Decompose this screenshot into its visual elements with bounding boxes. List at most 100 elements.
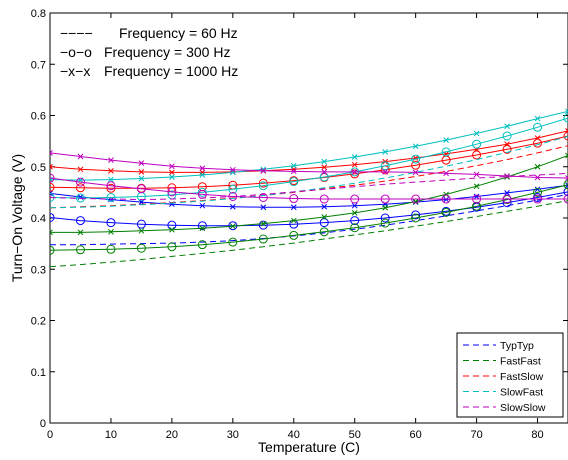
- data-point-x: [138, 160, 145, 167]
- data-point-circle: [50, 173, 55, 183]
- data-point-x: [351, 169, 358, 175]
- data-point-circle: [136, 184, 146, 194]
- series-line-fastslow-60hz: [50, 145, 568, 209]
- y-tick-label: 0.7: [31, 59, 46, 71]
- x-tick-label: 30: [227, 429, 239, 441]
- data-point-circle: [441, 207, 451, 217]
- x-tick-label: 80: [531, 429, 543, 441]
- data-point-circle: [533, 187, 543, 197]
- data-point-x: [504, 123, 510, 130]
- data-point-circle: [472, 150, 482, 160]
- data-point-circle: [106, 244, 116, 254]
- data-point-x: [169, 226, 175, 233]
- data-point-circle: [441, 147, 451, 157]
- data-point-circle: [228, 191, 238, 201]
- data-point-circle: [319, 227, 329, 237]
- data-point-x: [138, 169, 145, 175]
- data-point-x: [199, 172, 206, 178]
- data-point-x: [50, 163, 53, 170]
- x-tick-label: 10: [105, 429, 117, 441]
- data-point-x: [321, 203, 328, 210]
- data-point-circle: [167, 187, 177, 197]
- data-point-x: [382, 169, 389, 175]
- frequency-annotations: −−−− Frequency = 60 Hz −o−o Frequency = …: [60, 25, 238, 79]
- data-point-x: [321, 169, 328, 175]
- data-point-circle: [319, 194, 329, 204]
- data-point-circle: [563, 194, 568, 204]
- x-axis-label: Temperature (C): [258, 439, 360, 455]
- data-point-circle: [258, 193, 268, 202]
- data-point-circle: [380, 194, 390, 204]
- data-point-x: [229, 203, 236, 210]
- data-point-x: [77, 153, 84, 160]
- data-point-x: [290, 217, 297, 224]
- data-point-circle: [228, 237, 238, 247]
- data-point-circle: [228, 184, 238, 194]
- data-point-circle: [258, 178, 268, 188]
- annotation-marker-1000hz: −x−x: [60, 63, 90, 79]
- data-point-x: [290, 162, 297, 169]
- data-point-x: [443, 137, 449, 143]
- data-point-x: [50, 190, 53, 197]
- data-point-circle: [411, 160, 421, 170]
- legend: TypTyp FastFast FastSlow SlowFast SlowSlow: [456, 332, 564, 418]
- series-line-fastfast-1000hz: [50, 155, 568, 233]
- legend-label: SlowSlow: [500, 402, 546, 414]
- data-point-circle: [319, 172, 329, 182]
- data-point-x: [351, 161, 358, 168]
- data-point-circle: [380, 213, 390, 223]
- data-point-x: [565, 108, 568, 115]
- data-point-x: [534, 163, 541, 170]
- x-tick-label: 50: [349, 429, 361, 441]
- data-point-x: [504, 141, 510, 148]
- annotation-marker-60hz: −−−−: [60, 25, 93, 41]
- data-point-circle: [106, 193, 116, 202]
- data-point-circle: [472, 194, 482, 204]
- series-line-fastfast-300hz: [50, 184, 568, 251]
- data-point-x: [534, 186, 541, 193]
- data-point-x: [473, 193, 480, 200]
- y-tick-label: 0.6: [31, 111, 46, 123]
- data-point-x: [260, 204, 267, 211]
- data-point-x: [412, 169, 419, 176]
- legend-box: [456, 332, 564, 418]
- data-point-x: [321, 158, 328, 165]
- data-point-x: [504, 174, 510, 180]
- data-point-circle: [289, 230, 299, 240]
- series-line-typtyp-60hz: [50, 193, 568, 246]
- data-point-x: [443, 191, 449, 198]
- x-tick-label: 40: [288, 429, 300, 441]
- data-point-x: [199, 225, 206, 232]
- data-point-circle: [106, 218, 116, 228]
- data-point-x: [504, 173, 510, 179]
- data-point-x: [443, 170, 449, 177]
- axis-ticks: 0 10 20 30 40 50 60 70 80 0 0.1 0.2 0.3 0.4 0.5 0.6 0.7 0…: [31, 8, 568, 441]
- data-point-circle: [258, 181, 268, 191]
- series-line-slowfast-60hz: [50, 136, 568, 209]
- data-point-x: [473, 130, 480, 137]
- data-point-circle: [75, 183, 85, 193]
- data-point-circle: [502, 131, 512, 141]
- data-point-circle: [258, 220, 268, 230]
- data-point-circle: [472, 201, 482, 211]
- data-point-circle: [75, 216, 85, 226]
- legend-label: FastSlow: [500, 371, 544, 383]
- annotation-text-300hz: Frequency = 300 Hz: [104, 44, 230, 60]
- y-tick-label: 0: [40, 418, 46, 430]
- data-point-circle: [50, 182, 55, 192]
- data-point-x: [108, 176, 114, 183]
- data-point-x: [138, 175, 145, 182]
- data-point-circle: [289, 177, 299, 187]
- data-point-x: [565, 175, 568, 181]
- y-axis-label: Turn−On Voltage (V): [9, 154, 25, 282]
- data-point-circle: [563, 131, 568, 141]
- series-layer: [50, 108, 568, 268]
- y-tick-label: 0.2: [31, 316, 46, 328]
- series-line-slowslow-60hz: [50, 172, 568, 201]
- legend-label: FastFast: [500, 356, 541, 368]
- series-line-slowslow-1000hz: [50, 152, 568, 179]
- data-point-x: [412, 198, 419, 205]
- data-point-circle: [380, 161, 390, 171]
- x-tick-label: 0: [47, 429, 53, 441]
